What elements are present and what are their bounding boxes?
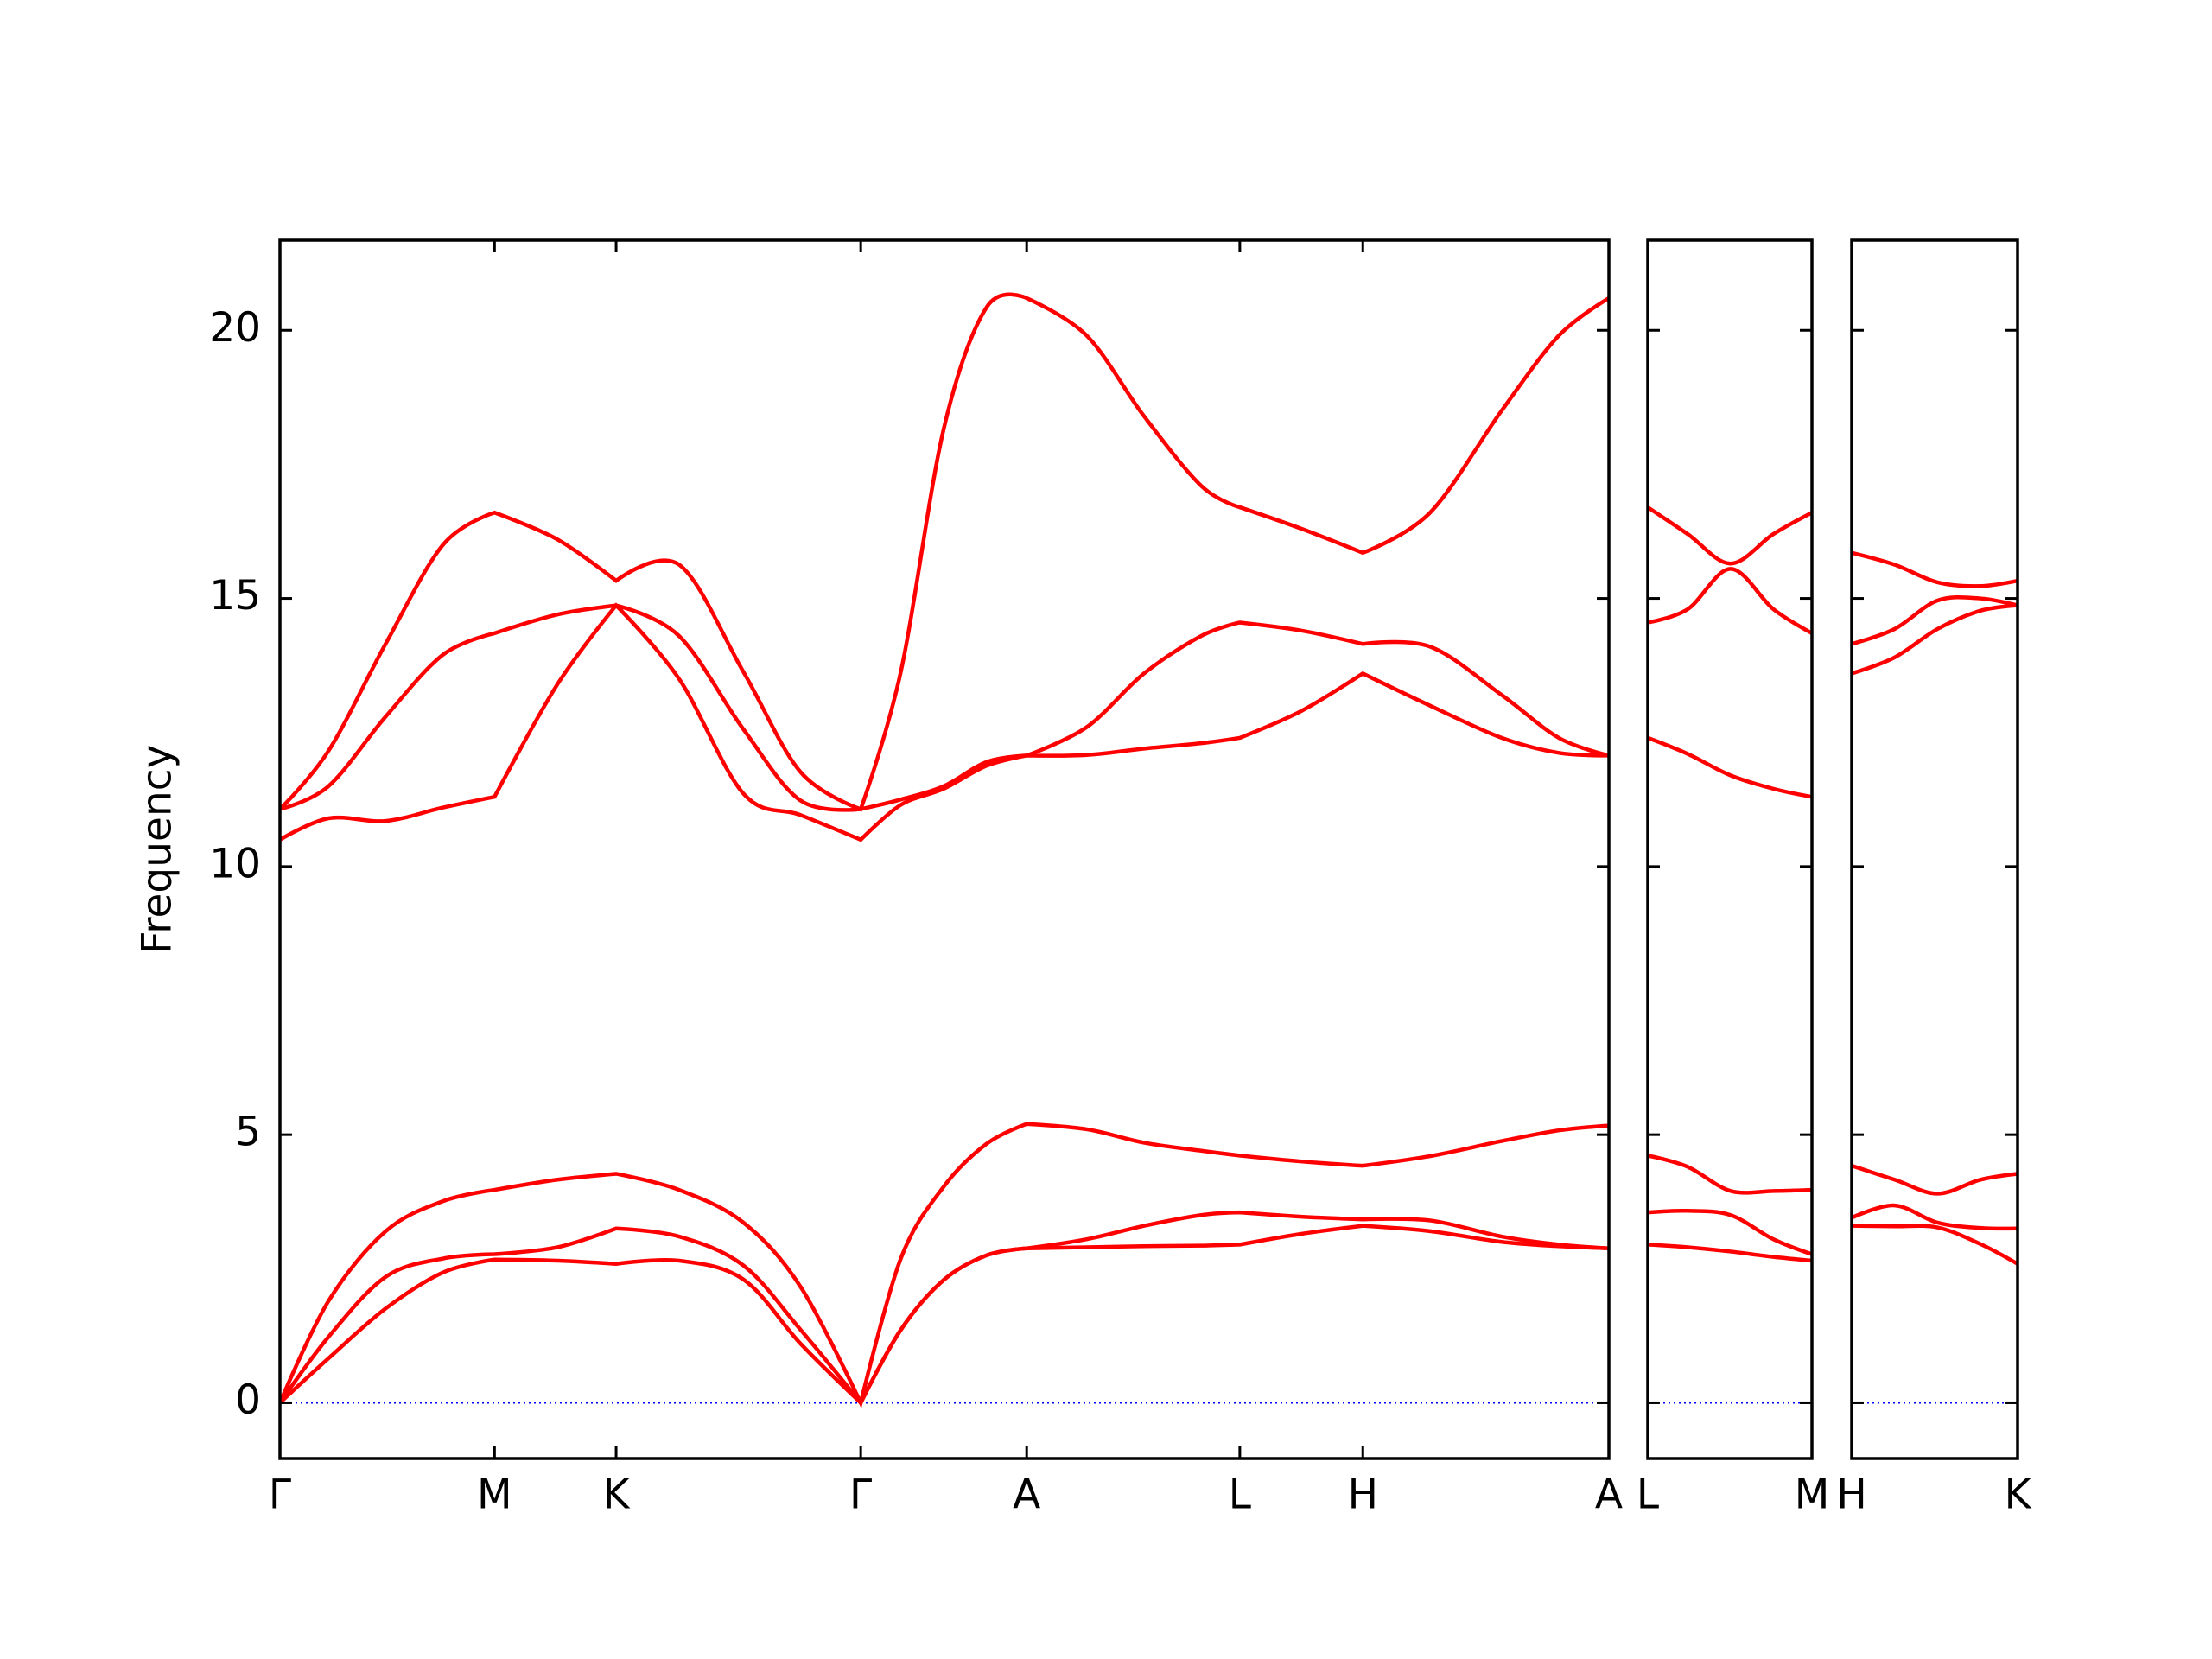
x-tick-label: K bbox=[2005, 1471, 2032, 1519]
band bbox=[1851, 1164, 2018, 1196]
axes-frame bbox=[278, 238, 1611, 1460]
y-tick-label: 15 bbox=[209, 572, 261, 620]
band bbox=[1647, 1243, 1813, 1263]
band bbox=[1646, 505, 1814, 566]
band bbox=[1851, 550, 2018, 588]
band bbox=[1647, 1208, 1813, 1256]
x-tick-label: L bbox=[1637, 1471, 1659, 1519]
y-tick-label: 20 bbox=[209, 304, 261, 352]
x-tick-label: M bbox=[477, 1471, 512, 1519]
panel: 0 5 10 15 20 Γ M K Γ A L H A Frequency bbox=[134, 238, 1623, 1519]
band bbox=[278, 292, 1611, 812]
band bbox=[278, 1210, 1610, 1407]
x-tick-label: Γ bbox=[849, 1471, 872, 1519]
x-tick-label: H bbox=[1836, 1471, 1866, 1519]
y-tick-label: 5 bbox=[235, 1109, 261, 1156]
x-tick-label: L bbox=[1229, 1471, 1251, 1519]
y-axis-label: Frequency bbox=[134, 745, 181, 955]
x-tick-label: H bbox=[1348, 1471, 1378, 1519]
x-tick-label: A bbox=[1595, 1471, 1623, 1519]
band bbox=[279, 603, 1610, 812]
x-tick-label: A bbox=[1013, 1471, 1040, 1519]
y-tick-label: 0 bbox=[235, 1376, 261, 1424]
x-tick-label: Γ bbox=[269, 1471, 291, 1519]
band bbox=[1851, 603, 2018, 676]
band bbox=[277, 1122, 1610, 1409]
band bbox=[1647, 567, 1814, 635]
axes-frame bbox=[1646, 238, 1814, 1460]
x-tick-label: K bbox=[603, 1471, 631, 1519]
band bbox=[278, 1224, 1610, 1407]
band bbox=[1851, 1224, 2019, 1266]
band bbox=[1647, 1154, 1813, 1195]
y-tick-label: 10 bbox=[209, 840, 261, 887]
band bbox=[1851, 594, 2018, 646]
x-tick-label: M bbox=[1795, 1471, 1830, 1519]
band bbox=[1851, 1203, 2018, 1231]
band bbox=[1647, 735, 1813, 799]
axes-frame bbox=[1850, 238, 2019, 1460]
band bbox=[278, 602, 1610, 842]
